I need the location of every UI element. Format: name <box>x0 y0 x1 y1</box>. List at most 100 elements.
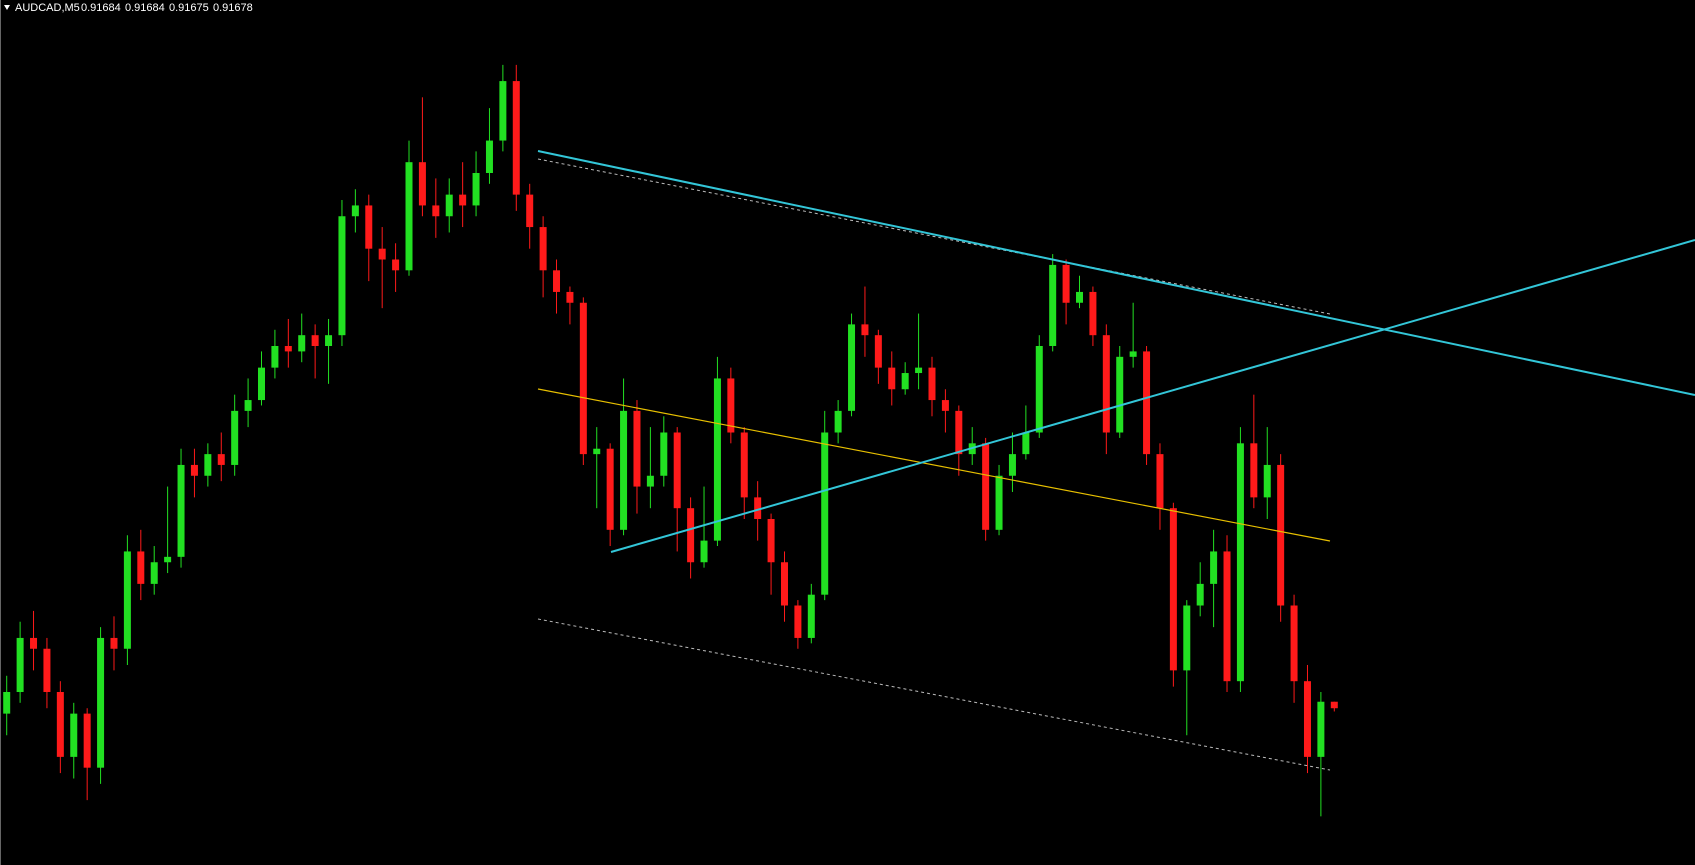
candle-body <box>418 162 426 206</box>
candle-body <box>190 464 198 476</box>
candle-body <box>485 140 493 173</box>
candle-body <box>1035 346 1043 433</box>
candle-body <box>83 713 91 768</box>
candle-body <box>1143 351 1151 455</box>
candle-body <box>901 373 909 390</box>
candle-body <box>338 216 346 336</box>
candle-body <box>1129 351 1137 357</box>
candle-body <box>1076 291 1084 303</box>
candle-body <box>673 432 681 509</box>
candle-body <box>257 367 265 401</box>
candle-body <box>30 637 38 649</box>
candle-body <box>512 81 520 195</box>
candle-body <box>217 454 225 465</box>
channel-lower-dashed <box>537 618 1331 771</box>
candle-body <box>56 692 64 757</box>
candle-body <box>1196 583 1204 606</box>
candle-body <box>874 335 882 368</box>
candle-body <box>1156 454 1164 509</box>
candle-body <box>150 562 158 584</box>
candle-body <box>579 302 587 455</box>
ohlc-open: 0.91684 <box>81 2 121 14</box>
candle-body <box>1210 551 1218 584</box>
candles <box>3 64 1338 817</box>
candle-body <box>405 162 413 271</box>
candle-body <box>325 335 333 346</box>
candle-body <box>351 205 359 217</box>
candle-body <box>298 335 306 352</box>
ohlc-close: 0.91678 <box>213 2 253 14</box>
candle-body <box>97 637 105 768</box>
candle-body <box>1236 443 1244 682</box>
candle-body <box>861 324 869 336</box>
candle-body <box>593 448 601 455</box>
channel-upper-dashed <box>537 158 1331 315</box>
candle-body <box>43 648 51 692</box>
candle-body <box>499 81 507 141</box>
candle-body <box>821 432 829 595</box>
candle-body <box>740 432 748 498</box>
candle-body <box>982 443 990 530</box>
candle-body <box>807 594 815 638</box>
candle-body <box>271 346 279 368</box>
candle-body <box>204 454 212 476</box>
candle-body <box>713 378 721 541</box>
candle-body <box>754 497 762 519</box>
candle-body <box>566 291 574 303</box>
candle-body <box>1102 335 1110 433</box>
candle-body <box>1116 356 1124 433</box>
candle-body <box>1277 464 1285 606</box>
candle-body <box>834 410 842 433</box>
candle-body <box>539 227 547 271</box>
candle-body <box>955 410 963 455</box>
candle-body <box>244 400 252 411</box>
trend-line-down[interactable] <box>537 150 1695 396</box>
candle-body <box>633 410 641 487</box>
candle-body <box>687 508 695 563</box>
candle-body <box>311 335 319 346</box>
channel-middle <box>537 388 1331 542</box>
candle-body <box>445 194 453 217</box>
candle-body <box>1062 264 1070 303</box>
candle-body <box>1290 605 1298 682</box>
candle-body <box>526 194 534 228</box>
candle-body <box>1263 464 1271 498</box>
candle-body <box>110 637 118 649</box>
candle-body <box>1049 264 1057 346</box>
candle-body <box>1169 508 1177 671</box>
candle-body <box>767 519 775 563</box>
candle-body <box>794 605 802 638</box>
candle-body <box>472 173 480 206</box>
candle-body <box>1303 681 1311 757</box>
candle-body <box>1089 291 1097 336</box>
menu-arrow[interactable] <box>4 5 10 10</box>
candle-body <box>123 551 131 649</box>
candle-body <box>848 324 856 411</box>
candle-body <box>780 562 788 606</box>
candle-body <box>660 432 668 476</box>
candle-body <box>137 551 145 584</box>
candle-body <box>392 259 400 271</box>
candle-body <box>1330 701 1338 709</box>
candle-body <box>1223 551 1231 682</box>
symbol-label: AUDCAD,M5 <box>15 2 80 14</box>
trend-line-up[interactable] <box>610 239 1695 553</box>
candle-body <box>177 464 185 557</box>
candle-body <box>888 367 896 390</box>
header: AUDCAD,M5 0.91684 0.91684 0.91675 0.9167… <box>4 2 253 14</box>
candle-body <box>553 270 561 292</box>
candle-body <box>1008 454 1016 476</box>
candle-body <box>727 378 735 433</box>
candle-body <box>1250 443 1258 498</box>
candle-body <box>700 540 708 563</box>
candle-body <box>284 346 292 352</box>
ohlc-low: 0.91675 <box>169 2 209 14</box>
candle-body <box>432 205 440 217</box>
candle-body <box>231 410 239 465</box>
candle-body <box>70 713 78 757</box>
candle-body <box>3 692 11 714</box>
candle-body <box>365 205 373 249</box>
candle-body <box>646 475 654 487</box>
